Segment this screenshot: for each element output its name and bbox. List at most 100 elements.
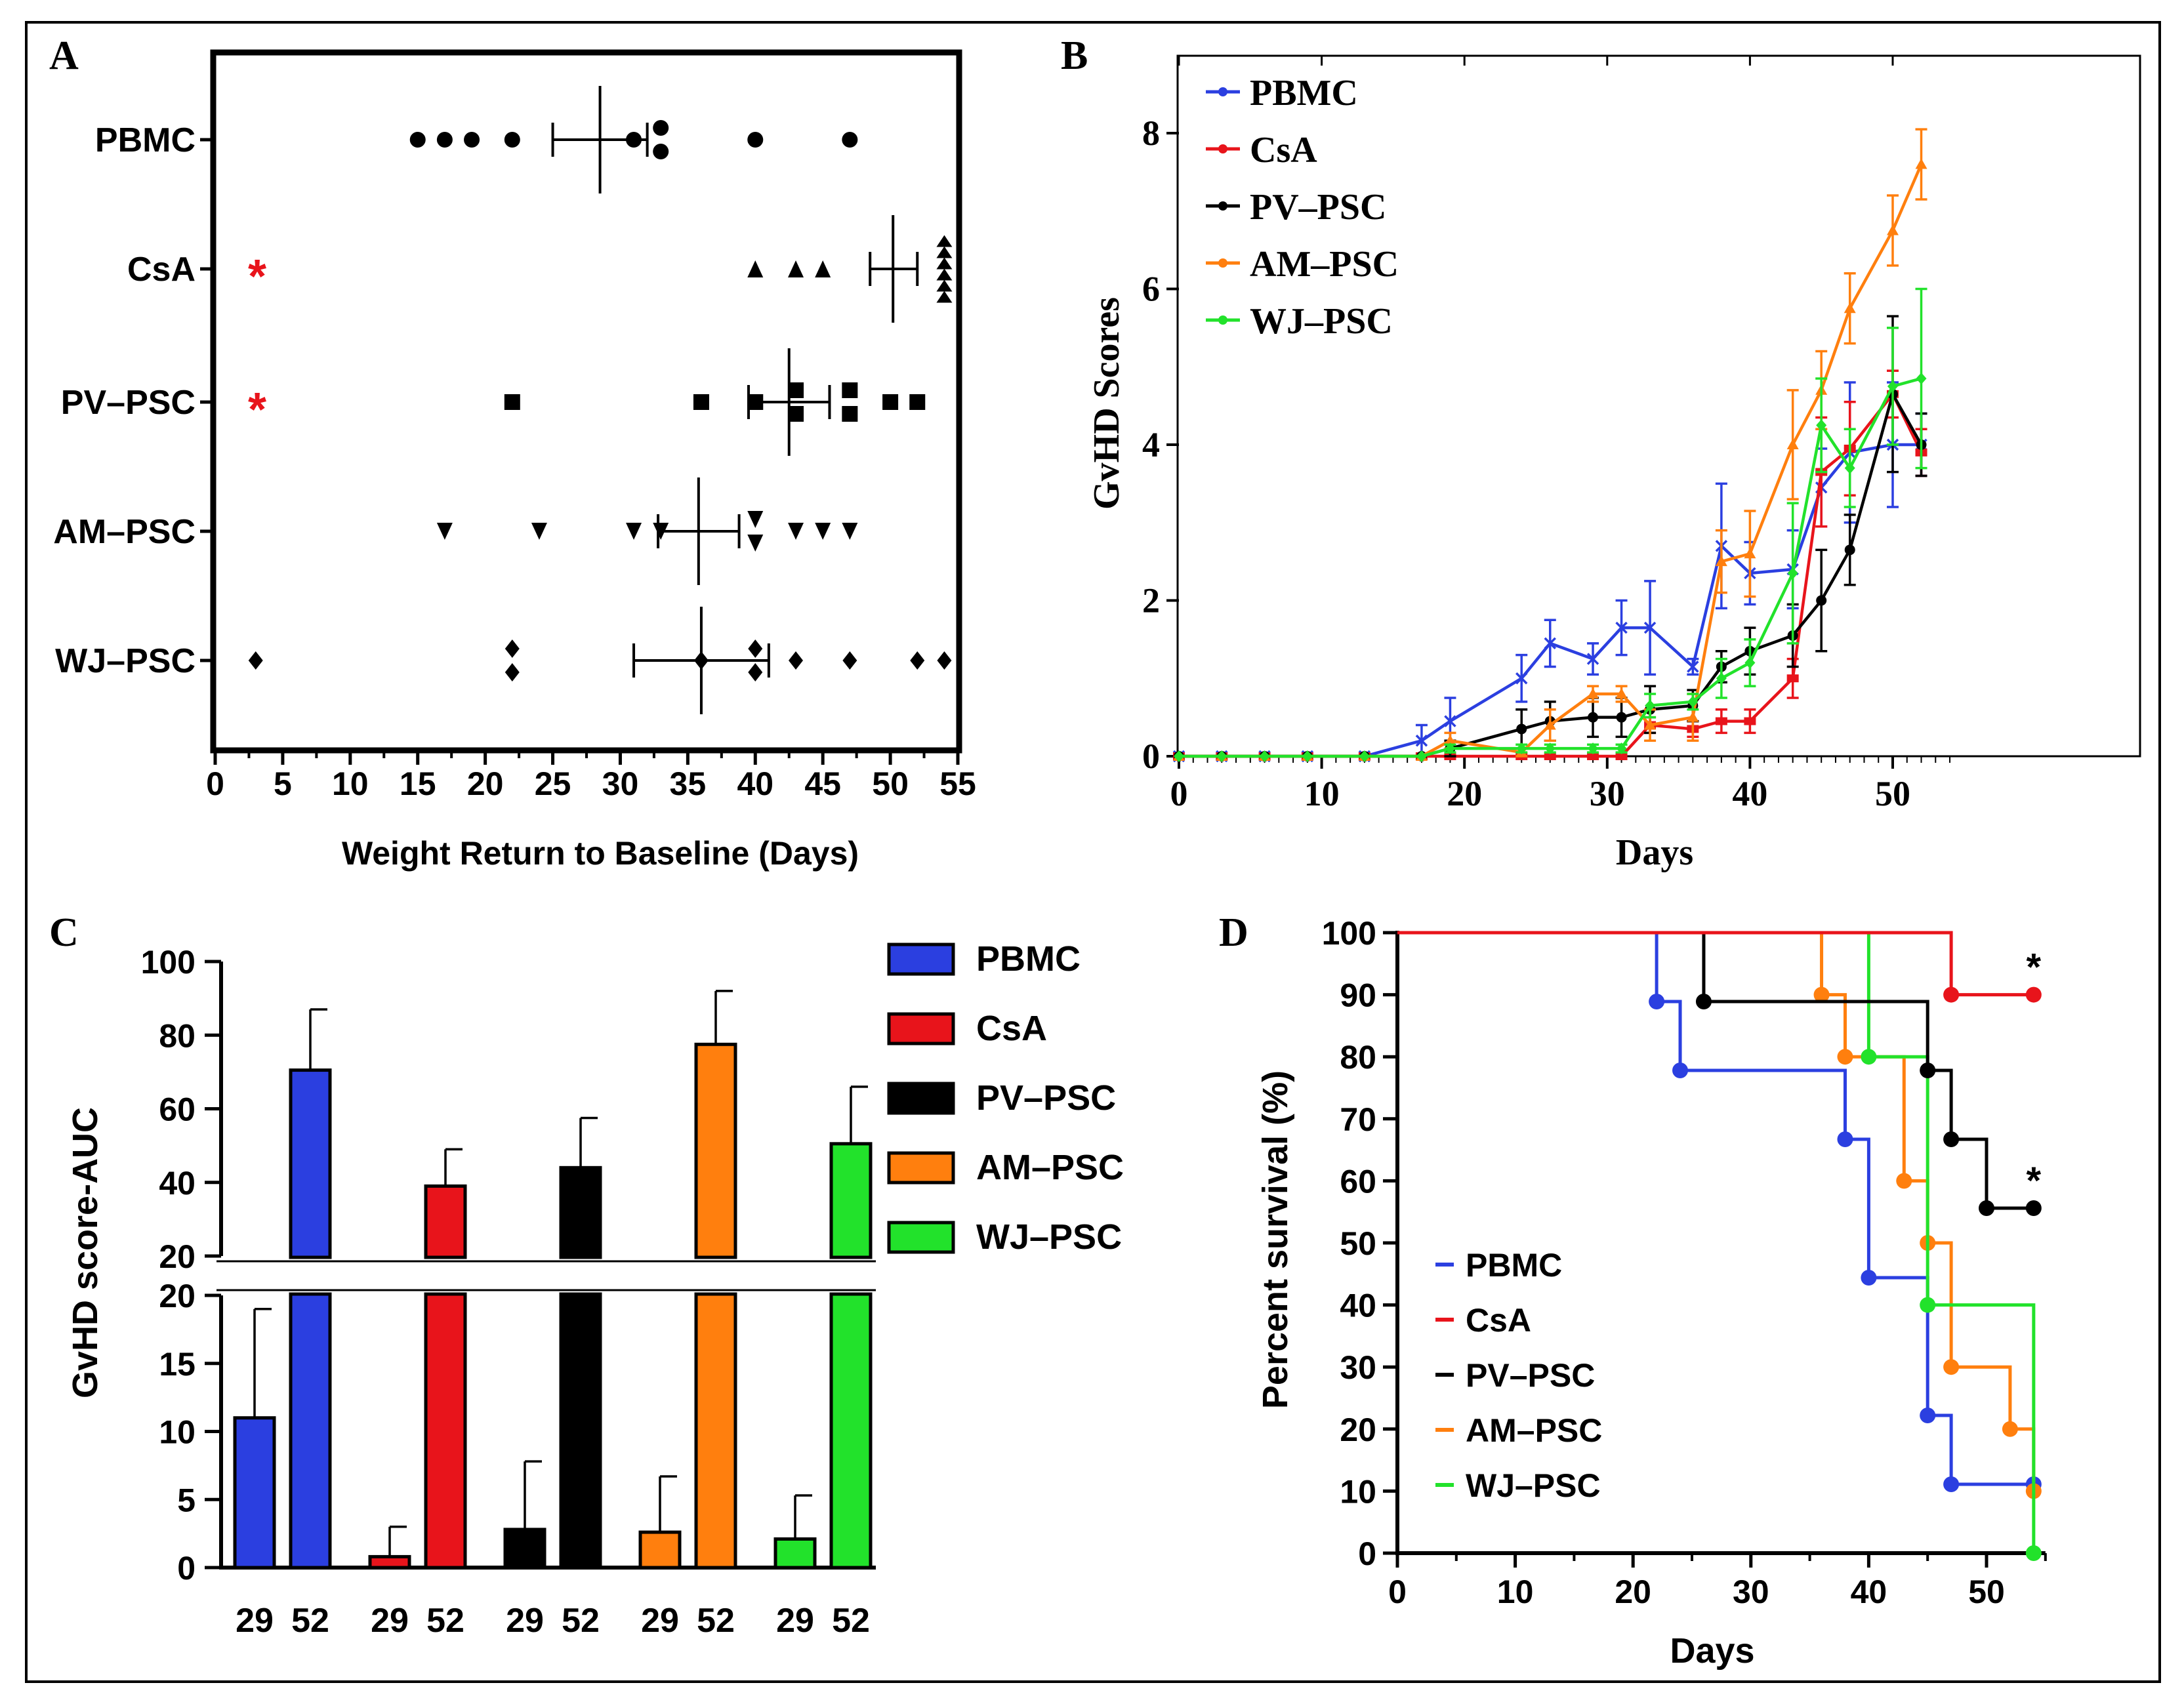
data-point-am-psc (531, 523, 547, 540)
data-point-am-psc (1887, 224, 1899, 235)
legend-label-am-psc: AM–PSC (1250, 244, 1399, 285)
panel-a-groups: PBMC CsA * PV–PSC * AM–PSC WJ–PSC (53, 86, 919, 714)
panel-b-x-axis-title: Days (1616, 832, 1693, 873)
panel-a-x-axis: 0 5 10 15 20 25 30 35 40 45 50 55 (206, 750, 976, 802)
data-point-wj-psc (842, 651, 857, 670)
data-point-pbmc (653, 144, 669, 159)
event-marker-pv-psc (1920, 1063, 1936, 1079)
data-point-wj-psc (505, 639, 520, 658)
legend-marker (1218, 258, 1227, 268)
data-point-csa (936, 235, 953, 247)
y-tick-label: 80 (159, 1017, 196, 1054)
legend-label-csa: CsA (1250, 130, 1317, 171)
legend-swatch-pbmc (887, 943, 955, 976)
data-point-am-psc (1544, 719, 1556, 730)
data-point-am-psc (1786, 439, 1799, 449)
data-point-pbmc (1643, 621, 1657, 634)
data-point-wj-psc (1645, 699, 1656, 712)
figure-border (25, 21, 2161, 1683)
data-point-pv-psc (842, 406, 858, 422)
data-point-wj-psc (1416, 750, 1427, 762)
event-marker-pv-psc (1979, 1200, 1994, 1217)
x-tick-label: 52 (426, 1602, 464, 1640)
x-tick-label: 20 (1447, 774, 1482, 813)
data-point-wj-psc (248, 651, 263, 670)
data-point-pv-psc (1616, 712, 1627, 723)
data-point-pv-psc (788, 382, 804, 398)
y-tick-label: 70 (1340, 1101, 1376, 1138)
event-marker-am-psc (1837, 1049, 1853, 1065)
event-marker-am-psc (1943, 1359, 1960, 1375)
group-label-am-psc: AM–PSC (53, 513, 196, 551)
event-marker-pv-psc (1943, 1131, 1960, 1148)
y-tick-label: 100 (141, 944, 196, 981)
legend-label-am-psc: AM–PSC (1466, 1412, 1602, 1449)
x-tick-label: 40 (737, 765, 773, 802)
data-point-wj-psc (1174, 750, 1184, 762)
bar-pv-psc-day52-upper (559, 1166, 602, 1259)
data-point-pv-psc (1844, 544, 1855, 556)
significance-star: * (248, 384, 266, 436)
x-tick-label: 50 (1968, 1573, 2005, 1610)
data-point-am-psc (1644, 719, 1657, 730)
legend-marker (1218, 144, 1227, 153)
x-tick-label: 52 (832, 1602, 870, 1640)
data-point-pbmc (1544, 637, 1556, 650)
legend-marker (1218, 201, 1227, 211)
panel-c-legend: PBMC CsA PV–PSC AM–PSC WJ–PSC (887, 939, 1124, 1257)
legend-swatch-csa (887, 1012, 955, 1045)
data-point-pbmc (1415, 735, 1428, 747)
y-tick-label: 10 (159, 1414, 196, 1451)
panel-a: A 0 5 10 15 20 25 30 35 40 45 50 55 PBMC CsA * PV–PSC *… (49, 33, 976, 872)
event-marker-pv-psc (2025, 1200, 2042, 1217)
data-point-csa (1615, 752, 1628, 760)
y-tick-label: 20 (159, 1238, 196, 1275)
event-marker-wj-psc (1861, 1049, 1877, 1065)
y-tick-label: 0 (1358, 1535, 1376, 1572)
data-point-wj-psc (1588, 742, 1599, 755)
data-point-pv-psc (747, 394, 764, 410)
event-marker-pv-psc (1695, 994, 1712, 1010)
data-point-csa (936, 246, 953, 258)
legend-label-pbmc: PBMC (1466, 1247, 1562, 1284)
panel-c-axes: 20 40 60 80 100 0 5 10 15 20 (141, 944, 876, 1587)
bar-wj-psc-day29 (773, 1537, 817, 1570)
legend-label-pbmc: PBMC (976, 939, 1081, 979)
data-point-am-psc (1687, 711, 1699, 722)
data-point-csa (936, 291, 953, 303)
data-point-csa (1786, 674, 1799, 683)
data-point-csa (1544, 752, 1556, 760)
panel-a-points (248, 120, 953, 681)
data-point-wj-psc (1302, 750, 1313, 762)
bar-am-psc-day52-lower (694, 1292, 737, 1570)
y-tick-label: 50 (1340, 1225, 1376, 1262)
panel-d-x-axis-title: Days (1670, 1631, 1754, 1671)
data-point-wj-psc (505, 663, 520, 681)
panel-c-label: C (49, 910, 79, 955)
legend-marker (1218, 87, 1227, 96)
data-point-pbmc (1515, 672, 1528, 685)
data-point-wj-psc (1359, 750, 1370, 762)
data-point-pbmc (626, 132, 642, 148)
bar-pbmc-day52-lower (289, 1292, 332, 1570)
legend-label-csa: CsA (1466, 1302, 1531, 1339)
data-point-csa (1715, 717, 1727, 725)
x-tick-label: 40 (1732, 774, 1767, 813)
panel-a-x-axis-title: Weight Return to Baseline (Days) (342, 835, 859, 872)
data-point-csa (936, 268, 953, 281)
x-tick-label: 52 (697, 1602, 735, 1640)
data-point-pbmc (464, 132, 480, 148)
data-point-am-psc (1844, 302, 1856, 314)
data-point-wj-psc (748, 663, 763, 681)
legend-label-wj-psc: WJ–PSC (976, 1217, 1122, 1257)
data-point-am-psc (1915, 158, 1927, 169)
data-point-wj-psc (1744, 657, 1756, 669)
y-tick-label: 40 (1340, 1288, 1376, 1324)
legend-label-pbmc: PBMC (1250, 73, 1358, 113)
data-point-pv-psc (788, 406, 804, 422)
x-tick-label: 29 (776, 1602, 814, 1640)
data-point-wj-psc (1259, 750, 1270, 762)
y-tick-label: 6 (1142, 270, 1160, 309)
